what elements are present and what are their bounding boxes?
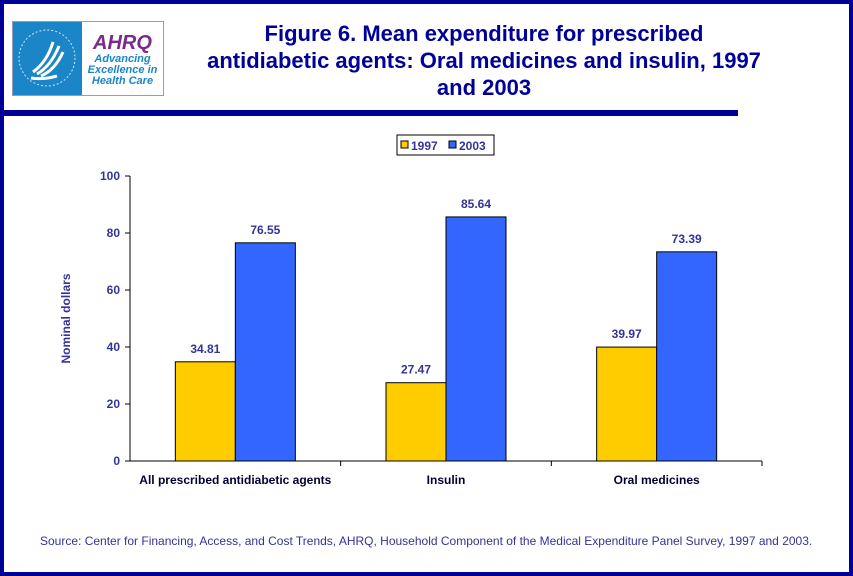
y-tick-label: 0 xyxy=(113,454,120,468)
y-tick-label: 40 xyxy=(107,340,121,354)
bar-1997 xyxy=(385,382,447,462)
y-axis-title: Nominal dollars xyxy=(59,273,73,363)
y-tick-label: 100 xyxy=(100,169,120,183)
data-label: 85.64 xyxy=(461,197,491,211)
legend-swatch-2003 xyxy=(448,140,457,149)
source-note: Source: Center for Financing, Access, an… xyxy=(40,534,813,548)
ahrq-logo: AHRQ Advancing Excellence in Health Care xyxy=(12,21,164,96)
bar-1997 xyxy=(174,361,236,462)
x-tick-label: Oral medicines xyxy=(614,473,700,487)
legend-label: 1997 xyxy=(411,139,438,153)
logo-tagline: Advancing Excellence in Health Care xyxy=(87,53,158,87)
data-label: 39.97 xyxy=(612,327,642,341)
bar-1997 xyxy=(596,346,658,462)
legend-swatch-1997 xyxy=(400,140,409,149)
y-tick-label: 80 xyxy=(107,226,121,240)
hhs-eagle-icon xyxy=(13,22,82,95)
legend xyxy=(396,134,495,156)
data-label: 27.47 xyxy=(401,363,431,377)
logo-text: AHRQ xyxy=(93,32,152,54)
bar-2003 xyxy=(656,251,718,462)
data-label: 34.81 xyxy=(190,342,220,356)
y-tick-label: 60 xyxy=(107,283,121,297)
legend-label: 2003 xyxy=(459,139,486,153)
x-tick-label: All prescribed antidiabetic agents xyxy=(139,473,331,487)
bar-chart: 0 20 40 60 80 100 Nominal dollars All prescribe… xyxy=(59,134,763,487)
bar-2003 xyxy=(234,242,296,462)
x-tick-label: Insulin xyxy=(427,473,466,487)
bar-2003 xyxy=(445,216,507,462)
data-label: 73.39 xyxy=(672,232,702,246)
chart-title: Figure 6. Mean expenditure for prescribe… xyxy=(207,21,761,100)
title-divider xyxy=(4,110,738,116)
y-tick-label: 20 xyxy=(107,397,121,411)
data-label: 76.55 xyxy=(250,223,280,237)
